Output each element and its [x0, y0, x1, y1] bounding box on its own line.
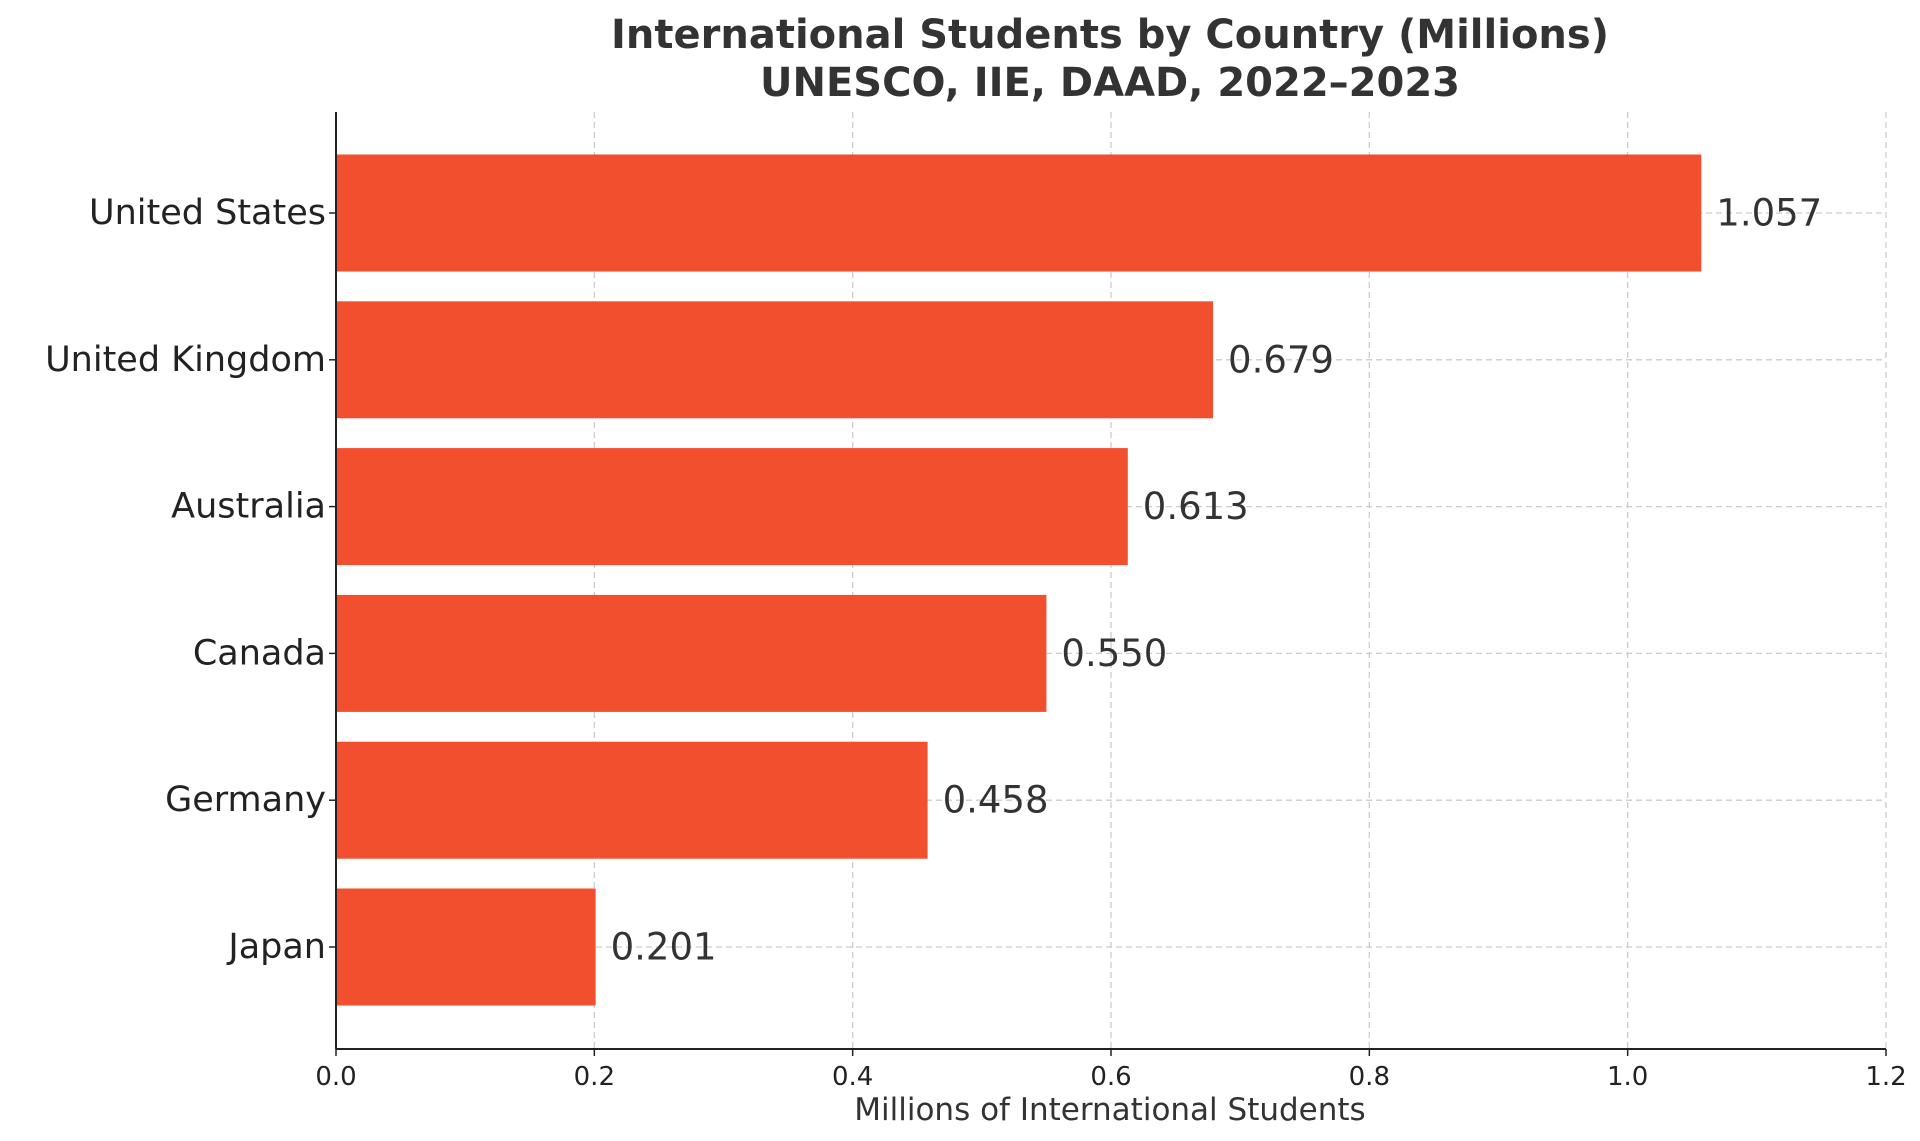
x-axis-label: Millions of International Students: [854, 1092, 1365, 1128]
x-tick-label: 0.0: [315, 1062, 356, 1092]
x-tick-label: 0.6: [1090, 1062, 1131, 1092]
bar-germany: [336, 741, 928, 859]
chart-subtitle: UNESCO, IIE, DAAD, 2022–2023: [760, 60, 1460, 106]
x-tick-label: 0.4: [832, 1062, 873, 1092]
bar-japan: [336, 888, 596, 1006]
bar-value-label: 0.201: [611, 926, 717, 969]
bar-australia: [336, 448, 1128, 566]
labels: 1.057 0.679 0.613 0.550 0.458 0.201 0.0 0.2 0.4 0…: [45, 192, 1907, 1093]
bar-value-label: 0.613: [1143, 485, 1249, 528]
category-label: Japan: [226, 927, 326, 967]
axes: [329, 112, 1887, 1056]
category-label: United Kingdom: [45, 340, 326, 380]
x-tick-label: 0.2: [574, 1062, 615, 1092]
bar-value-label: 0.679: [1228, 338, 1334, 381]
bar-united-kingdom: [336, 301, 1214, 419]
bar-value-label: 0.458: [943, 779, 1049, 822]
x-tick-label: 1.0: [1607, 1062, 1648, 1092]
category-label: United States: [89, 193, 326, 233]
bar-canada: [336, 594, 1047, 712]
bars: [336, 154, 1702, 1006]
chart-title: International Students by Country (Milli…: [611, 12, 1609, 58]
category-label: Canada: [193, 633, 326, 673]
bar-value-label: 1.057: [1716, 192, 1822, 235]
bar-united-states: [336, 154, 1702, 272]
x-tick-label: 0.8: [1349, 1062, 1390, 1092]
bar-value-label: 0.550: [1061, 632, 1167, 675]
category-label: Australia: [171, 487, 326, 527]
x-tick-label: 1.2: [1865, 1062, 1906, 1092]
category-label: Germany: [165, 780, 326, 820]
